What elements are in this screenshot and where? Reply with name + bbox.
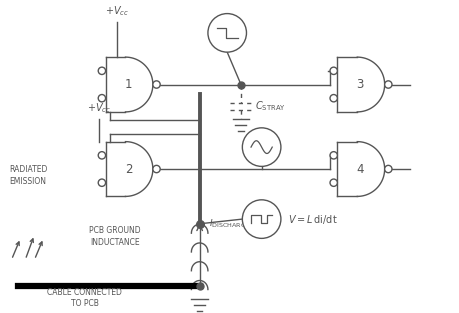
Circle shape [385, 165, 392, 173]
Text: RADIATED
EMISSION: RADIATED EMISSION [9, 165, 48, 186]
Text: CABLE CONNECTED
TO PCB: CABLE CONNECTED TO PCB [47, 288, 123, 308]
Text: $+V_{cc}$: $+V_{cc}$ [87, 102, 111, 115]
Text: 4: 4 [357, 162, 364, 176]
Circle shape [385, 81, 392, 88]
Circle shape [98, 67, 106, 74]
Circle shape [153, 165, 160, 173]
Text: 3: 3 [357, 78, 364, 91]
Text: PCB GROUND
INDUCTANCE: PCB GROUND INDUCTANCE [89, 226, 140, 247]
Circle shape [330, 179, 337, 186]
Circle shape [242, 128, 281, 167]
Circle shape [153, 81, 160, 88]
Text: $V = L\,\mathrm{di/dt}$: $V = L\,\mathrm{di/dt}$ [288, 213, 337, 226]
Text: 1: 1 [125, 78, 132, 91]
Circle shape [208, 13, 246, 52]
Circle shape [330, 67, 337, 74]
Circle shape [242, 200, 281, 239]
Circle shape [98, 179, 106, 186]
Text: $I_{\rm DISCHARGE}$: $I_{\rm DISCHARGE}$ [209, 218, 251, 230]
Circle shape [98, 95, 106, 102]
Circle shape [330, 95, 337, 102]
Circle shape [330, 152, 337, 159]
Circle shape [98, 152, 106, 159]
Text: 2: 2 [125, 162, 132, 176]
Text: $+V_{cc}$: $+V_{cc}$ [105, 5, 129, 18]
Text: $C_{\rm STRAY}$: $C_{\rm STRAY}$ [255, 100, 285, 113]
